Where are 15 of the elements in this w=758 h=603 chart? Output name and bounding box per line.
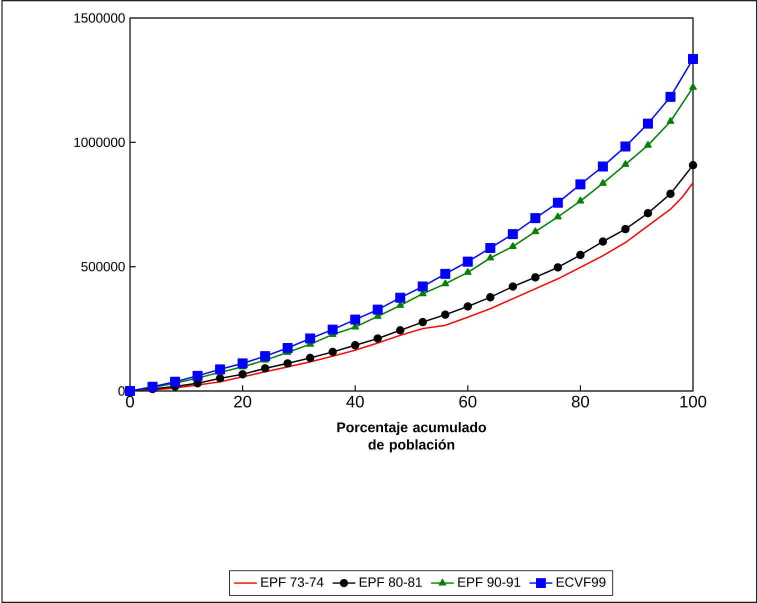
- y-tick-label: 500000: [81, 262, 125, 272]
- legend-label: EPF 80-81: [360, 577, 422, 587]
- x-tick-label: 100: [680, 396, 706, 408]
- x-tick-label: 0: [126, 396, 134, 408]
- x-tick-label: 40: [346, 396, 364, 408]
- y-tick-label: 1500000: [74, 13, 125, 23]
- y-tick-label: 1000000: [74, 138, 125, 148]
- y-tick-label: 0: [118, 386, 125, 396]
- x-axis-title: Porcentaje acumulado de población: [337, 422, 486, 452]
- x-tick-label: 60: [459, 396, 476, 408]
- legend-label: EPF 73-74: [261, 577, 324, 587]
- x-tick-label: 80: [572, 396, 590, 408]
- legend-label: ECVF99: [556, 577, 606, 587]
- x-tick-label: 20: [234, 396, 252, 408]
- legend-label: EPF 90-91: [458, 577, 520, 587]
